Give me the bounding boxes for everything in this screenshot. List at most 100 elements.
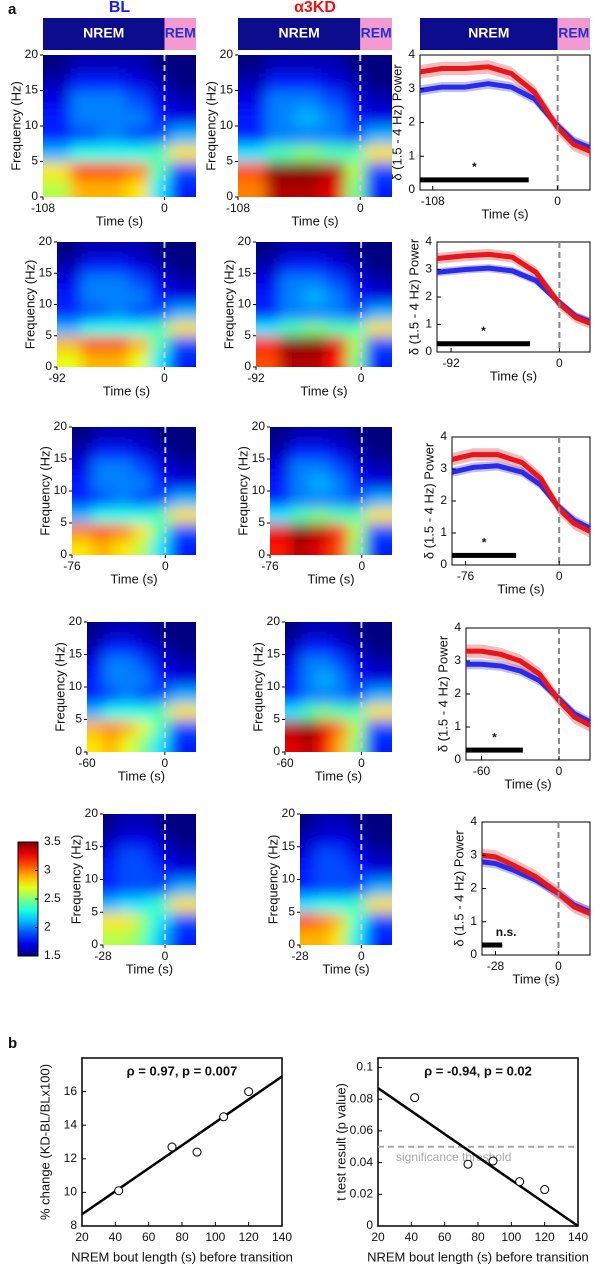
heatmap-cell xyxy=(103,703,120,720)
heatmap-cell xyxy=(345,108,366,127)
x-tick-label: -28 xyxy=(487,959,505,973)
y-tick-label: 3 xyxy=(454,653,461,667)
heatmap-cell xyxy=(289,523,311,540)
x-axis-label: Time (s) xyxy=(96,213,143,228)
heatmap-cell xyxy=(309,507,331,524)
heatmap-cell xyxy=(112,443,134,460)
y-tick-label: 5 xyxy=(60,515,67,529)
x-axis-label: Time (s) xyxy=(322,961,369,976)
heatmap-cell xyxy=(279,273,304,290)
heatmap-cell xyxy=(104,288,130,305)
y-tick-label: 14 xyxy=(64,1117,78,1131)
heatmap-cell xyxy=(80,335,106,352)
heatmap-cell xyxy=(132,863,147,880)
heatmap-cell xyxy=(265,90,294,109)
heatmap-cell xyxy=(135,638,152,655)
heatmap-cell xyxy=(289,427,311,444)
y-tick-label: 5 xyxy=(273,712,280,726)
heatmap-cell xyxy=(309,427,331,444)
y-tick-label: 1 xyxy=(425,317,432,331)
heatmap-cell xyxy=(256,273,280,290)
heatmap-cell xyxy=(156,895,172,913)
heatmap-cell xyxy=(169,491,196,508)
column-title: BL xyxy=(109,0,131,16)
heatmap-cell xyxy=(300,863,315,880)
y-tick-label: 1 xyxy=(408,148,415,162)
heatmap-cell xyxy=(119,687,137,704)
heatmap-cells xyxy=(72,427,196,555)
y-tick-label: 10 xyxy=(54,483,68,497)
heatmap-cell xyxy=(156,863,172,880)
x-tick-label: -76 xyxy=(63,559,81,573)
y-tick-label: 2 xyxy=(440,493,447,507)
heatmap-cell xyxy=(103,846,118,864)
heatmap-cell xyxy=(146,912,157,930)
heatmap-cell xyxy=(128,320,151,337)
heatmap-cell xyxy=(300,846,315,864)
heatmap-cell xyxy=(345,126,366,145)
y-tick-label: 20 xyxy=(267,614,281,628)
heatmap-cell xyxy=(366,523,392,540)
heatmap-cell xyxy=(238,90,267,109)
heatmap-cell xyxy=(112,523,134,540)
heatmap-cell xyxy=(321,72,346,91)
heatmap-cell xyxy=(132,475,152,492)
heatmap-cell xyxy=(285,638,302,655)
y-tick-label: 0 xyxy=(45,359,52,373)
x-tick-label: 100 xyxy=(205,1230,225,1244)
fit-line xyxy=(377,1087,579,1228)
heatmap-cell xyxy=(149,320,170,337)
significance-label: * xyxy=(472,160,477,174)
heatmap-cell xyxy=(300,719,318,737)
heatmap-cell xyxy=(112,539,134,555)
heatmap-cell xyxy=(347,459,367,476)
heatmap-cells xyxy=(87,622,196,752)
panel-label: a xyxy=(8,1,17,18)
series-line xyxy=(481,852,591,916)
heatmap-cell xyxy=(238,72,267,91)
heatmap-cell xyxy=(302,242,327,259)
heatmap-cell xyxy=(70,179,99,197)
heatmap-cell xyxy=(43,72,72,91)
x-tick-label: 0 xyxy=(358,559,365,573)
heatmap-cell xyxy=(321,90,346,109)
heatmap xyxy=(103,814,196,945)
significance-bar xyxy=(420,177,529,183)
heatmap-cell xyxy=(169,143,196,162)
heatmap-cell xyxy=(151,670,170,688)
heatmap-cell xyxy=(112,475,134,492)
x-tick-label: -76 xyxy=(261,559,279,573)
heatmap-cell xyxy=(146,895,157,913)
heatmap-cell xyxy=(256,242,280,259)
significance-label: * xyxy=(492,730,497,744)
heatmap-cell xyxy=(279,304,304,321)
heatmap-cell xyxy=(326,320,348,337)
heatmap-cell xyxy=(117,879,134,897)
heatmap-cell xyxy=(104,257,130,274)
heatmap-cell xyxy=(332,622,349,639)
heatmap-cells xyxy=(285,622,392,752)
heatmap-cell xyxy=(169,523,196,540)
colorbar-tick-label: 3 xyxy=(44,863,51,877)
heatmap-cell xyxy=(149,273,170,290)
x-tick-label: 140 xyxy=(272,1230,292,1244)
heatmap-cell xyxy=(342,895,354,913)
heatmap-cell xyxy=(309,475,331,492)
x-axis-label: NREM bout length (s) before transition xyxy=(367,1249,589,1264)
heatmap-cell xyxy=(289,443,311,460)
heatmap-cells xyxy=(270,427,392,555)
heatmap-cell xyxy=(365,719,392,737)
y-tick-label: 0 xyxy=(31,189,38,203)
heatmap-cell xyxy=(329,427,349,444)
heatmap-cell xyxy=(125,90,150,109)
heatmap-cell xyxy=(285,670,302,688)
heatmap-cell xyxy=(332,703,349,720)
heatmap-cell xyxy=(365,638,392,655)
heatmap-cell xyxy=(72,427,93,444)
heatmap-cell xyxy=(112,459,134,476)
heatmap-cell xyxy=(103,814,118,831)
heatmap-cell xyxy=(285,719,302,737)
significance-bar xyxy=(452,552,517,558)
heatmap-cell xyxy=(135,670,152,688)
heatmap-cell xyxy=(80,304,106,321)
